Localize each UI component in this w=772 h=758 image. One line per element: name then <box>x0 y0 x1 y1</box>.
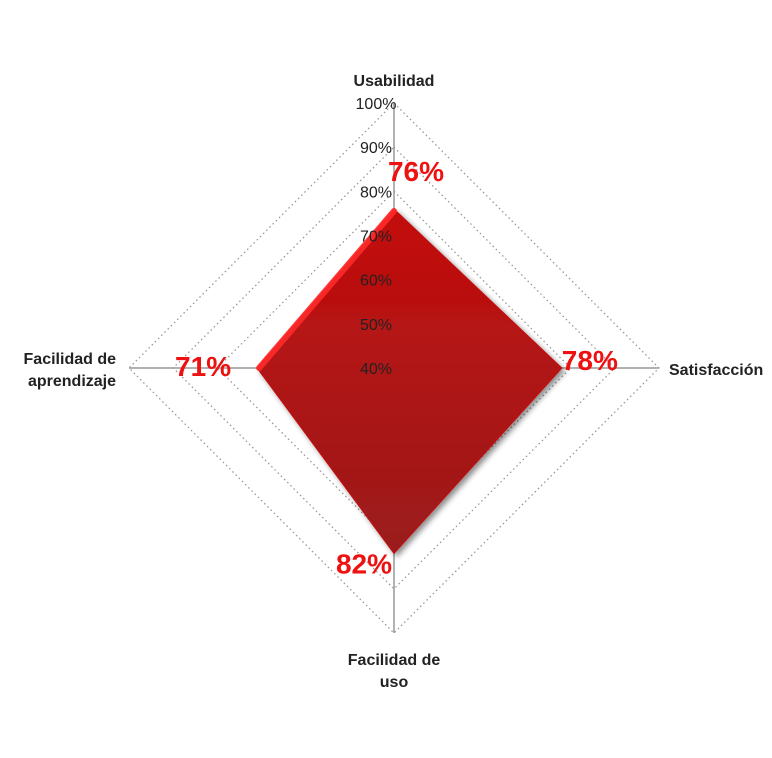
data-label-3: 71% <box>175 351 231 382</box>
axis-labels: Usabilidad Satisfacción Facilidad de uso Fac… <box>24 73 764 691</box>
data-label-0: 76% <box>388 156 444 187</box>
series-area <box>256 208 563 555</box>
data-label-1: 78% <box>562 345 618 376</box>
tick-label-40: 40% <box>360 361 392 378</box>
radar-series <box>256 208 563 555</box>
axis-label-1: Satisfacción <box>669 362 763 379</box>
axis-label-2: Facilidad de uso <box>348 652 441 691</box>
tick-label-90: 90% <box>360 140 392 157</box>
series-edge-highlight <box>256 208 397 371</box>
gridline-ring-90 <box>172 146 616 590</box>
tick-label-60: 60% <box>360 273 392 290</box>
tick-label-50: 50% <box>360 317 392 334</box>
data-labels: 76% 78% 82% 71% <box>175 156 618 580</box>
tick-label-100: 100% <box>356 96 397 113</box>
axis-label-0: Usabilidad <box>354 73 435 90</box>
tick-label-80: 80% <box>360 184 392 201</box>
tick-label-70: 70% <box>360 229 392 246</box>
axis-label-3: Facilidad de aprendizaje <box>24 351 117 390</box>
radial-tick-labels: 40% 50% 60% 70% 80% 90% 100% <box>356 96 397 378</box>
data-label-2: 82% <box>336 549 392 580</box>
